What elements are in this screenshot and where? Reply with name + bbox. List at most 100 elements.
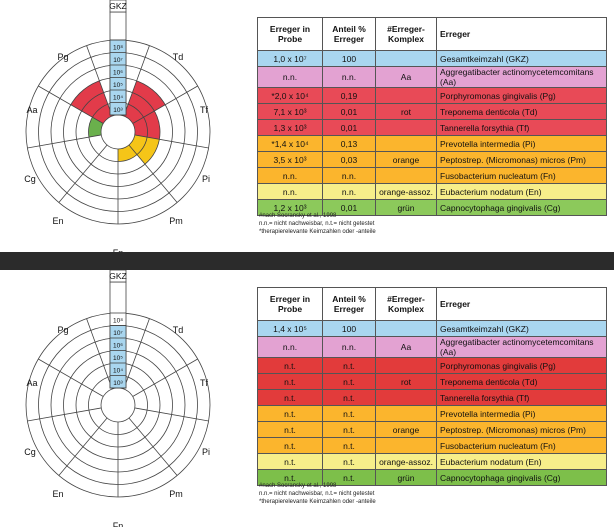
footnote: #nach Socransky et al., 1998 xyxy=(259,213,337,219)
pathogen-table: Erreger in Probe Anteil % Erreger #Erreg… xyxy=(257,287,607,486)
table-row: n.t. n.t. orange-assoz. Eubacterium nodatum… xyxy=(257,453,607,470)
cell-value: n.t. xyxy=(257,469,323,486)
cell-name: Capnocytophaga gingivalis (Cg) xyxy=(436,469,607,486)
cell-share: n.t. xyxy=(322,373,376,390)
table-row: n.t. n.t. Fusobacterium nucleatum (Fn) xyxy=(257,437,607,454)
header-share: Anteil % Erreger xyxy=(322,287,376,321)
footnotes: #nach Socransky et al., 1998 n.n.= nicht… xyxy=(259,482,376,506)
cell-value: n.t. xyxy=(257,421,323,438)
sector-label-td: Td xyxy=(173,325,184,335)
footnote: *therapierelevante Keimzahlen oder -ante… xyxy=(259,229,376,235)
table-row: n.t. n.t. grün Capnocytophaga gingivalis (C… xyxy=(257,469,607,486)
scale-label: 10⁸ xyxy=(113,44,123,51)
radar-spoke xyxy=(134,407,209,422)
sector-label-cg: Cg xyxy=(24,174,36,184)
cell-name: Treponema denticola (Td) xyxy=(436,103,607,120)
cell-name: Peptostrep. (Micromonas) micros (Pm) xyxy=(436,421,607,438)
cell-name: Treponema denticola (Td) xyxy=(436,373,607,390)
sector-label-pi: Pi xyxy=(202,447,210,457)
cell-value: n.t. xyxy=(257,405,323,422)
cell-complex xyxy=(375,405,437,422)
cell-value: n.t. xyxy=(257,389,323,406)
scale-label: 10⁸ xyxy=(113,317,123,324)
radar-segment-td xyxy=(123,80,166,124)
sector-label-aa: Aa xyxy=(26,378,37,388)
scale-label: 10⁴ xyxy=(113,367,123,374)
cell-value: n.n. xyxy=(257,336,323,358)
radar-spoke xyxy=(58,417,108,476)
footnote: *therapierelevante Keimzahlen oder -ante… xyxy=(259,499,376,505)
cell-share: 0,01 xyxy=(322,103,376,120)
cell-share: n.n. xyxy=(322,167,376,184)
cell-complex: orange-assoz. xyxy=(375,453,437,470)
cell-name: Peptostrep. (Micromonas) micros (Pm) xyxy=(436,151,607,168)
cell-value: *1,4 x 10⁴ xyxy=(257,135,323,152)
radar-spoke xyxy=(38,85,104,124)
cell-share: 0,13 xyxy=(322,135,376,152)
sector-label-en: En xyxy=(52,489,63,499)
cell-share: 0,19 xyxy=(322,87,376,104)
table-row: *2,0 x 10⁴ 0,19 Porphyromonas gingivalis (… xyxy=(257,87,607,104)
cell-complex: grün xyxy=(375,469,437,486)
cell-share: n.n. xyxy=(322,336,376,358)
header-complex: #Erreger-Komplex xyxy=(375,17,437,51)
cell-value: 1,2 x 10³ xyxy=(257,199,323,216)
cell-complex xyxy=(375,135,437,152)
sector-label-pi: Pi xyxy=(202,174,210,184)
cell-complex: orange-assoz. xyxy=(375,183,437,200)
header-name: Erreger xyxy=(436,17,607,51)
cell-share: 100 xyxy=(322,50,376,67)
cell-name: Porphyromonas gingivalis (Pg) xyxy=(436,87,607,104)
header-value: Erreger in Probe xyxy=(257,17,323,51)
radar-spoke xyxy=(58,144,108,203)
table-body: 1,4 x 10⁵ 100 Gesamtkeimzahl (GKZ) n.n. n.n.… xyxy=(257,320,607,486)
cell-name: Aggregatibacter actinomycetemcomitans (A… xyxy=(436,66,607,88)
radar-ring xyxy=(100,114,136,150)
cell-name: Prevotella intermedia (Pi) xyxy=(436,135,607,152)
radar-segment-pg xyxy=(70,80,113,124)
table-row: n.t. n.t. rot Treponema denticola (Td) xyxy=(257,373,607,390)
cell-complex: Aa xyxy=(375,336,437,358)
radar-segment-cg xyxy=(88,117,104,138)
scale-label: 10⁶ xyxy=(113,342,123,349)
cell-name: Capnocytophaga gingivalis (Cg) xyxy=(436,199,607,216)
radar-spoke xyxy=(123,45,150,117)
cell-name: Fusobacterium nucleatum (Fn) xyxy=(436,167,607,184)
cell-name: Gesamtkeimzahl (GKZ) xyxy=(436,320,607,337)
radar-spoke xyxy=(86,45,113,117)
radar-spoke xyxy=(132,85,198,124)
footnote: n.n.= nicht nachweisbar, n.t.= nicht get… xyxy=(259,491,375,497)
cell-name: Prevotella intermedia (Pi) xyxy=(436,405,607,422)
sector-label-pg: Pg xyxy=(57,52,68,62)
report-panel-2: 10⁸ 10⁷ 10⁶ 10⁵ 10⁴ 10³ GKZ Aa Pg Td Tf Pi Pm Fn En Cg … xyxy=(0,270,614,527)
cell-complex: rot xyxy=(375,373,437,390)
sector-label-td: Td xyxy=(173,52,184,62)
table-row: n.n. n.n. Aa Aggregatibacter actinomycetemc… xyxy=(257,336,607,358)
cell-complex xyxy=(375,167,437,184)
table-row: n.n. n.n. Aa Aggregatibacter actinomycetemc… xyxy=(257,66,607,88)
cell-complex: rot xyxy=(375,103,437,120)
cell-share: 0,01 xyxy=(322,119,376,136)
cell-share: n.n. xyxy=(322,66,376,88)
sector-label-pm: Pm xyxy=(169,489,183,499)
table-row: n.t. n.t. Prevotella intermedia (Pi) xyxy=(257,405,607,422)
header-complex: #Erreger-Komplex xyxy=(375,287,437,321)
table-row: n.n. n.n. orange-assoz. Eubacterium nodatum… xyxy=(257,183,607,200)
report-panel-1: 10⁸10⁷10⁶10⁵10⁴10³GKZAaPgTdTfPiPmFnEnCg … xyxy=(0,0,614,252)
cell-name: Fusobacterium nucleatum (Fn) xyxy=(436,437,607,454)
cell-complex xyxy=(375,87,437,104)
cell-complex: orange xyxy=(375,421,437,438)
cell-share: 100 xyxy=(322,320,376,337)
cell-complex: orange xyxy=(375,151,437,168)
sector-label-tf: Tf xyxy=(200,105,208,115)
cell-share: 0,03 xyxy=(322,151,376,168)
cell-value: *2,0 x 10⁴ xyxy=(257,87,323,104)
cell-value: n.t. xyxy=(257,437,323,454)
radar-spoke xyxy=(134,134,209,149)
cell-name: Tannerella forsythia (Tf) xyxy=(436,119,607,136)
gkz-label-box xyxy=(109,270,127,283)
table-row: n.n. n.n. Fusobacterium nucleatum (Fn) xyxy=(257,167,607,184)
radar-spoke xyxy=(128,144,178,203)
radar-spoke xyxy=(27,134,102,149)
table-row: *1,4 x 10⁴ 0,13 Prevotella intermedia (Pi) xyxy=(257,135,607,152)
